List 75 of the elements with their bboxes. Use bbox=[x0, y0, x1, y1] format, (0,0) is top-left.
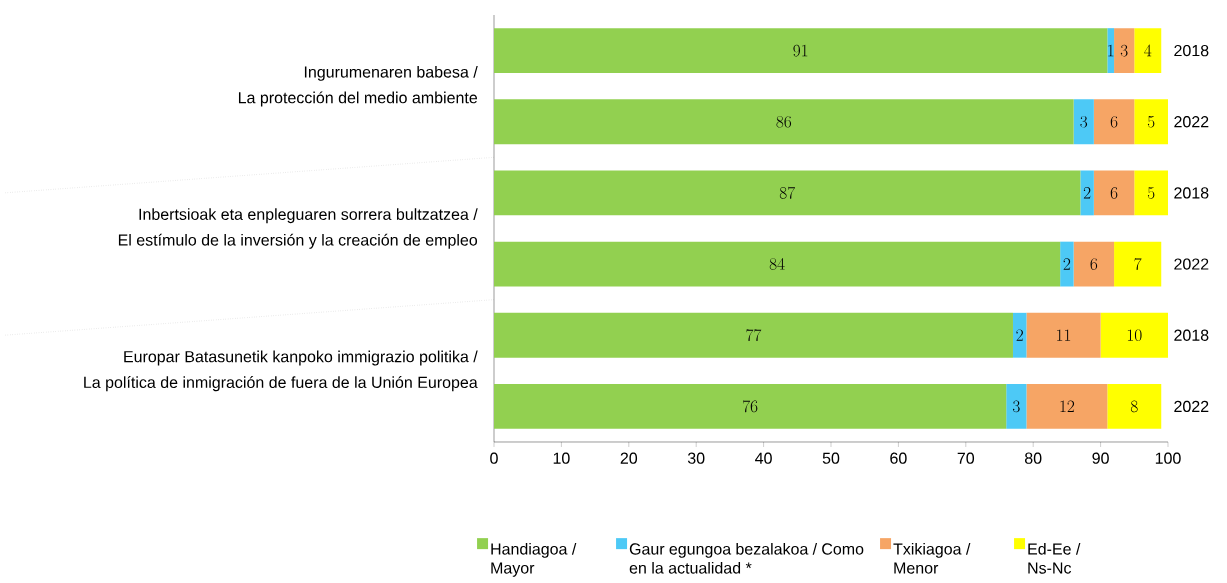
data-label: 2 bbox=[1063, 258, 1071, 270]
x-tick-label: 50 bbox=[822, 452, 840, 464]
bar bbox=[1026, 312, 1101, 358]
data-label: 1 bbox=[1108, 44, 1114, 57]
bar bbox=[1026, 383, 1108, 429]
text: La protección del medio ambiente bbox=[238, 91, 478, 107]
bar bbox=[1100, 312, 1168, 358]
legend-label: Handiagoa / Mayor bbox=[491, 542, 577, 577]
bar bbox=[1134, 99, 1168, 145]
bar bbox=[494, 241, 1061, 287]
x-tick-label: 70 bbox=[957, 452, 975, 464]
bar bbox=[494, 312, 1013, 358]
text: Inbertsioak eta enpleguaren sorrera bultzatzea / bbox=[139, 208, 478, 224]
bar bbox=[1080, 170, 1094, 216]
y-tick-label: 2018 bbox=[1174, 187, 1209, 199]
data-label: 77 bbox=[746, 329, 762, 342]
x-tick-label: 100 bbox=[1155, 452, 1181, 464]
data-label: 6 bbox=[1110, 115, 1118, 128]
y-tick-label: 2022 bbox=[1174, 258, 1209, 270]
bar bbox=[494, 170, 1081, 216]
text: La política de inmigración de fuera de la Unión Europea bbox=[84, 376, 478, 392]
bar bbox=[1012, 312, 1027, 358]
data-label: 3 bbox=[1012, 400, 1020, 413]
text: El estímulo de la inversión y la creación de empleo bbox=[118, 233, 478, 249]
bar bbox=[1114, 28, 1135, 74]
data-label: 2 bbox=[1083, 187, 1091, 199]
x-tick-label: 40 bbox=[755, 452, 772, 464]
data-label: 5 bbox=[1147, 115, 1155, 128]
y-tick-label: 2022 bbox=[1174, 400, 1209, 413]
x-tick-label: 80 bbox=[1024, 452, 1042, 464]
bar bbox=[1107, 28, 1115, 74]
data-label: 91 bbox=[793, 44, 808, 57]
data-label: 2 bbox=[1016, 329, 1023, 341]
data-label: 11 bbox=[1057, 329, 1071, 341]
y-tick-label: 2018 bbox=[1174, 329, 1209, 341]
data-label: 6 bbox=[1110, 187, 1118, 199]
bar bbox=[1073, 99, 1094, 145]
data-label: 3 bbox=[1080, 115, 1088, 128]
data-label: 4 bbox=[1144, 44, 1152, 57]
bar bbox=[1093, 170, 1135, 216]
bar bbox=[494, 383, 1007, 429]
bar bbox=[494, 99, 1074, 145]
bar bbox=[1060, 241, 1074, 287]
x-tick-label: 0 bbox=[490, 452, 498, 464]
data-label: 6 bbox=[1090, 258, 1098, 270]
data-label: 76 bbox=[742, 400, 758, 413]
x-tick-label: 30 bbox=[687, 452, 705, 464]
bar bbox=[1006, 383, 1027, 429]
x-tick-label: 20 bbox=[620, 452, 638, 464]
data-label: 3 bbox=[1120, 44, 1128, 57]
x-tick-label: 60 bbox=[890, 452, 907, 464]
data-label: 12 bbox=[1060, 400, 1075, 412]
bar bbox=[1107, 383, 1162, 429]
y-tick-label: 2022 bbox=[1174, 116, 1209, 128]
bar bbox=[1134, 170, 1168, 216]
bar bbox=[1114, 241, 1162, 287]
data-label: 10 bbox=[1127, 329, 1142, 342]
text: Ingurumenaren babesa / bbox=[304, 65, 478, 81]
bar bbox=[1073, 241, 1115, 287]
bar bbox=[494, 28, 1108, 74]
data-label: 5 bbox=[1147, 187, 1155, 199]
x-tick-label: 90 bbox=[1092, 452, 1109, 464]
data-label: 8 bbox=[1130, 400, 1138, 413]
text: Europar Batasunetik kanpoko immigrazio politika / bbox=[124, 350, 478, 366]
legend-label: Txikiagoa / Menor bbox=[893, 542, 971, 574]
bar bbox=[1134, 28, 1162, 74]
data-label: 7 bbox=[1134, 257, 1142, 270]
data-label: 86 bbox=[776, 115, 792, 128]
y-tick-label: 2018 bbox=[1174, 44, 1209, 57]
legend-label: Gaur egungoa bezalakoa / Como en la actualidad * bbox=[629, 542, 864, 574]
x-tick-label: 10 bbox=[553, 452, 570, 464]
bar bbox=[1093, 99, 1135, 145]
data-label: 84 bbox=[769, 258, 785, 270]
legend-label: Ed-Ee / Ns-Nc bbox=[1028, 542, 1081, 574]
data-label: 87 bbox=[779, 186, 795, 199]
